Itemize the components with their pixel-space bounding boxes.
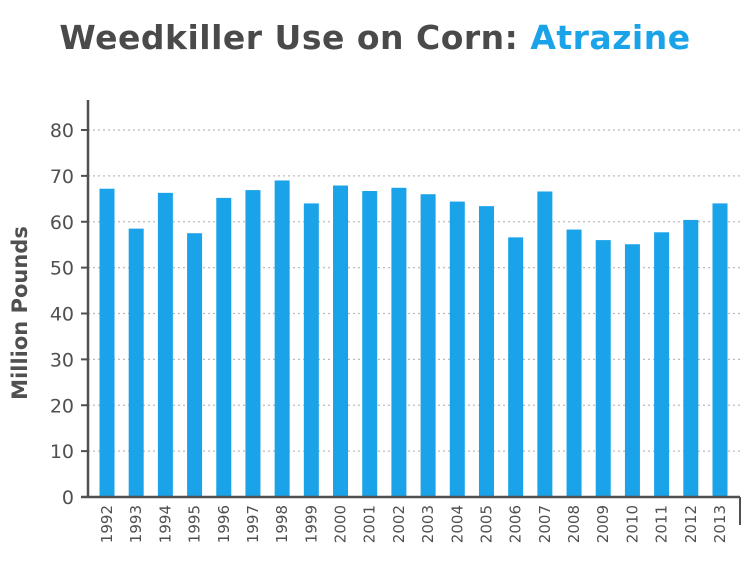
x-tick-label-1997: 1997 [244,505,262,543]
axes [81,100,741,525]
x-tick-label-2008: 2008 [565,505,583,543]
bars [99,180,728,498]
bar-2005 [478,206,494,497]
y-tick-label-20: 20 [50,395,74,417]
x-tick-label-2013: 2013 [711,505,729,543]
x-tick-labels: 1992 1993 1994 1995 1996 1997 1998 1999 2000 2001… [98,505,729,543]
bar-1992 [99,188,115,497]
bar-2011 [654,232,670,497]
bar-1993 [128,228,144,497]
bar-2009 [595,240,611,497]
y-axis-title: Million Pounds [8,226,32,400]
bar-2003 [420,194,436,497]
bar-1995 [187,233,203,497]
x-tick-label-1996: 1996 [215,505,233,543]
x-tick-label-2005: 2005 [477,505,495,543]
y-tick-label-40: 40 [50,304,74,326]
bar-2010 [624,244,640,497]
bar-2000 [333,185,349,498]
x-tick-label-2003: 2003 [419,505,437,543]
x-tick-label-2011: 2011 [653,505,671,543]
x-tick-label-1994: 1994 [156,505,174,543]
bar-1994 [157,192,173,497]
bar-2012 [683,219,699,498]
y-tick-label-80: 80 [50,120,74,142]
chart-title-main: Weedkiller Use on Corn: [59,18,531,57]
gridlines [81,129,740,498]
y-tick-label-30: 30 [50,349,74,371]
bar-1998 [274,180,290,497]
x-tick-label-2006: 2006 [507,505,525,543]
x-tick-label-1993: 1993 [127,505,145,543]
chart-title-highlight: Atrazine [530,18,691,57]
x-tick-label-1995: 1995 [186,505,204,543]
x-tick-label-2004: 2004 [448,505,466,543]
x-tick-label-1999: 1999 [302,505,320,543]
bar-1999 [303,203,319,497]
y-tick-label-50: 50 [50,258,74,280]
chart-title: Weedkiller Use on Corn: Atrazine [0,18,750,57]
bar-1996 [216,197,232,497]
y-tick-labels: 0 10 20 30 40 50 60 70 80 [50,120,74,509]
bar-2006 [508,237,524,497]
x-tick-label-1998: 1998 [273,505,291,543]
bar-2013 [712,203,728,497]
y-tick-label-60: 60 [50,212,74,234]
x-tick-label-1992: 1992 [98,505,116,543]
bar-2002 [391,187,407,498]
bar-1997 [245,190,261,497]
y-tick-label-70: 70 [50,166,74,188]
y-tick-label-0: 0 [62,487,74,509]
x-tick-label-2000: 2000 [332,505,350,543]
x-tick-label-2012: 2012 [682,505,700,543]
bar-2001 [362,191,378,498]
x-tick-label-2002: 2002 [390,505,408,543]
bar-2004 [449,201,465,497]
bar-2008 [566,229,582,497]
bar-2007 [537,191,553,497]
y-tick-label-10: 10 [50,441,74,463]
x-tick-label-2009: 2009 [594,505,612,543]
x-tick-label-2010: 2010 [623,505,641,543]
x-tick-label-2007: 2007 [536,505,554,543]
x-tick-label-2001: 2001 [361,505,379,543]
